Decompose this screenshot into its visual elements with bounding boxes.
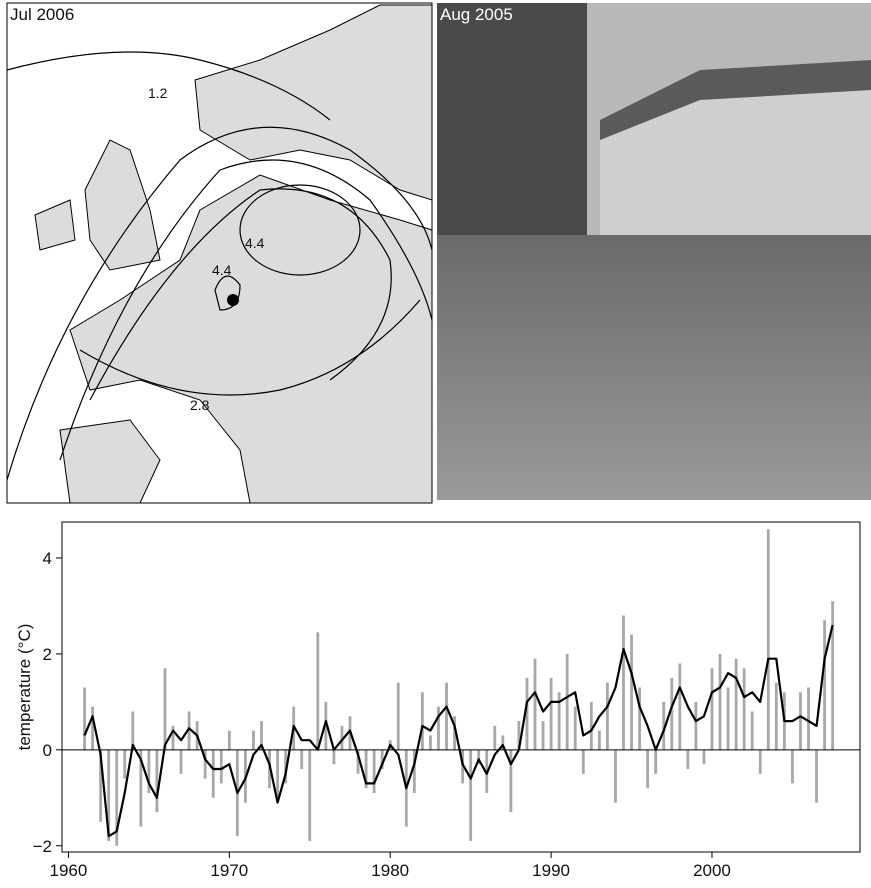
bar [694, 702, 697, 750]
x-tick-label: 2000 [693, 861, 731, 880]
bar [815, 750, 818, 803]
bar [759, 750, 762, 774]
bar [743, 668, 746, 750]
bar [807, 687, 810, 749]
bar [703, 750, 706, 764]
bar [767, 529, 770, 750]
bar [373, 750, 376, 793]
bar [421, 692, 424, 750]
bar [799, 692, 802, 750]
bar [332, 750, 335, 764]
bar [574, 707, 577, 750]
bar [493, 726, 496, 750]
bar [638, 687, 641, 749]
bar [156, 750, 159, 812]
bar [534, 659, 537, 750]
bar [228, 731, 231, 750]
bar [775, 683, 778, 750]
photo-panel: Aug 2005 [437, 3, 871, 500]
bar [735, 659, 738, 750]
bar [719, 654, 722, 750]
bar [308, 750, 311, 841]
bar [437, 707, 440, 750]
map-title: Jul 2006 [10, 5, 74, 24]
bar [164, 668, 167, 750]
bar [91, 707, 94, 750]
y-tick-label: 4 [43, 549, 52, 568]
bar [180, 750, 183, 774]
bar [646, 750, 649, 788]
bar [429, 735, 432, 749]
bar [316, 632, 319, 750]
bar [791, 750, 794, 784]
map-panel: Jul 2006 1.2 4.4 4.4 2.8 [7, 3, 432, 503]
bar [542, 721, 545, 750]
bar [220, 750, 223, 784]
bar [566, 654, 569, 750]
bar [711, 668, 714, 750]
photo-title: Aug 2005 [440, 5, 513, 24]
bar [654, 750, 657, 774]
bar [630, 635, 633, 750]
bar [469, 750, 472, 841]
contour-label: 4.4 [245, 235, 265, 251]
bar [823, 620, 826, 750]
photo-water [437, 235, 871, 500]
y-tick-label: −2 [33, 837, 52, 856]
bar [83, 687, 86, 749]
x-tick-label: 1990 [532, 861, 570, 880]
bar [670, 678, 673, 750]
contour-label: 1.2 [148, 85, 168, 101]
x-tick-label: 1970 [210, 861, 248, 880]
bar [614, 750, 617, 803]
contour-label: 4.4 [212, 262, 232, 278]
bar [751, 711, 754, 749]
bar [123, 750, 126, 779]
bar [582, 750, 585, 774]
bar [445, 683, 448, 750]
bar [172, 726, 175, 750]
figure: Jul 2006 1.2 4.4 4.4 2.8 Aug 2005 temper… [0, 0, 871, 883]
y-tick-label: 2 [43, 645, 52, 664]
bar [300, 750, 303, 769]
photo-trees [437, 3, 587, 263]
bar [598, 731, 601, 750]
bar [550, 678, 553, 750]
bar [606, 683, 609, 750]
y-tick-label: 0 [43, 741, 52, 760]
bar [622, 616, 625, 750]
bar [686, 750, 689, 769]
bar [397, 683, 400, 750]
location-dot [227, 294, 239, 306]
bar [678, 663, 681, 749]
bar [252, 731, 255, 750]
y-axis-label: temperature (°C) [15, 624, 34, 751]
contour-label: 2.8 [190, 397, 210, 413]
bar [727, 687, 730, 749]
bar [590, 702, 593, 750]
x-tick-label: 1980 [371, 861, 409, 880]
bar [276, 750, 279, 798]
bar [212, 750, 215, 798]
x-tick-label: 1960 [50, 861, 88, 880]
bar [831, 601, 834, 750]
